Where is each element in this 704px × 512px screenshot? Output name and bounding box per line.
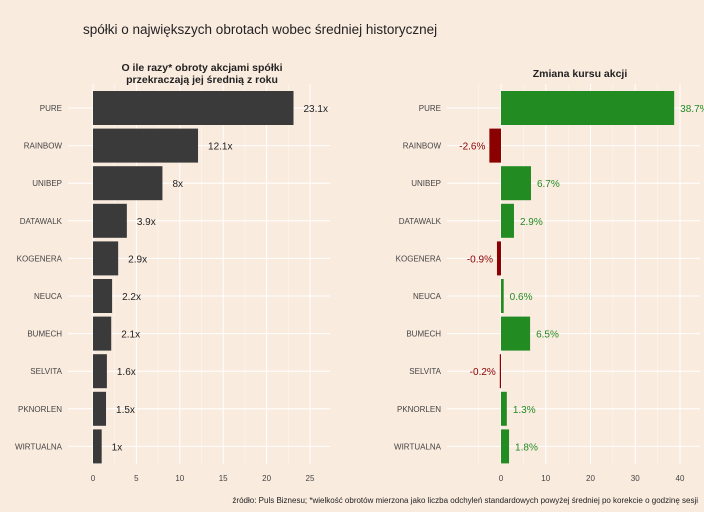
left-panel-title: O ile razy* obroty akcjami spółki przekr… [92,62,312,86]
right-bar-wirtualna [501,429,510,464]
left-bar-bumech [93,316,112,351]
right-value-label: 1.3% [513,405,536,416]
right-bar-pknorlen [501,391,507,426]
right-category-label: BUMECH [406,330,441,339]
right-bar-unibep [501,166,531,201]
right-category-label: PURE [419,104,441,113]
left-bar-pure [93,91,294,125]
right-bar-selvita [499,354,501,389]
left-bar-kogenera [93,241,119,276]
right-axis-tick-label: 40 [676,474,685,483]
left-value-label: 3.9x [137,217,156,228]
left-bar-datawalk [93,203,127,238]
left-category-label: PURE [40,104,62,113]
right-bar-neuca [501,279,504,313]
left-bar-selvita [93,354,107,389]
right-category-label: NEUCA [413,292,442,301]
left-value-label: 2.9x [128,254,147,265]
right-category-label: UNIBEP [411,179,441,188]
left-axis-tick-label: 5 [134,474,139,483]
left-value-label: 1.5x [116,405,135,416]
right-axis-tick-label: 10 [541,474,550,483]
left-axis-tick-label: 25 [306,474,315,483]
left-value-label: 12.1x [208,142,232,153]
right-value-label: 6.5% [536,330,559,341]
right-category-label: KOGENERA [396,254,442,263]
left-axis-tick-label: 15 [219,474,228,483]
right-value-label: -0.2% [470,367,496,378]
left-axis-tick-label: 20 [262,474,271,483]
left-axis-tick-label: 0 [91,474,96,483]
right-category-label: SELVITA [409,367,441,376]
right-bar-datawalk [501,203,514,238]
right-panel-title: Zmiana kursu akcji [532,68,628,80]
right-value-label: -2.6% [459,142,485,153]
left-bar-rainbow [93,128,199,163]
right-value-label: 38.7% [680,104,704,115]
right-value-label: 1.8% [515,442,538,453]
left-value-label: 2.2x [122,292,141,303]
chart-title: spółki o największych obrotach wobec śre… [83,22,438,37]
left-bar-unibep [93,166,163,201]
left-value-label: 2.1x [121,330,140,341]
right-category-label: RAINBOW [403,142,442,151]
left-value-label: 23.1x [304,104,328,115]
right-axis-tick-label: 0 [499,474,504,483]
source-footnote: źródło: Puls Biznesu; *wielkość obrotów … [232,496,698,505]
right-value-label: 6.7% [537,179,560,190]
right-category-label: WIRTUALNA [394,442,442,451]
right-value-label: -0.9% [467,254,493,265]
left-value-label: 8x [172,179,183,190]
left-category-label: UNIBEP [32,179,62,188]
left-axis-tick-label: 10 [175,474,184,483]
left-panel-title-line-2: przekraczają jej średnią z roku [126,74,278,86]
left-bar-pknorlen [93,391,107,426]
right-value-label: 0.6% [510,292,533,303]
left-panel-title-line-1: O ile razy* obroty akcjami spółki [121,62,283,74]
right-axis-tick-label: 30 [631,474,640,483]
right-value-label: 2.9% [520,217,543,228]
left-category-label: RAINBOW [24,142,63,151]
left-value-label: 1x [112,442,123,453]
left-value-label: 1.6x [117,367,136,378]
left-bar-neuca [93,279,113,313]
left-category-label: DATAWALK [20,217,63,226]
right-category-label: PKNORLEN [397,405,441,414]
right-bar-bumech [501,316,531,351]
left-category-label: WIRTUALNA [15,442,63,451]
left-bar-wirtualna [93,429,102,464]
left-category-label: BUMECH [27,330,62,339]
right-category-label: DATAWALK [399,217,442,226]
right-bar-rainbow [489,128,501,163]
right-bar-kogenera [496,241,501,276]
left-category-label: SELVITA [30,367,62,376]
left-category-label: NEUCA [34,292,63,301]
right-bar-pure [501,91,675,125]
left-category-label: KOGENERA [17,254,63,263]
right-axis-tick-label: 20 [586,474,595,483]
left-category-label: PKNORLEN [18,405,62,414]
